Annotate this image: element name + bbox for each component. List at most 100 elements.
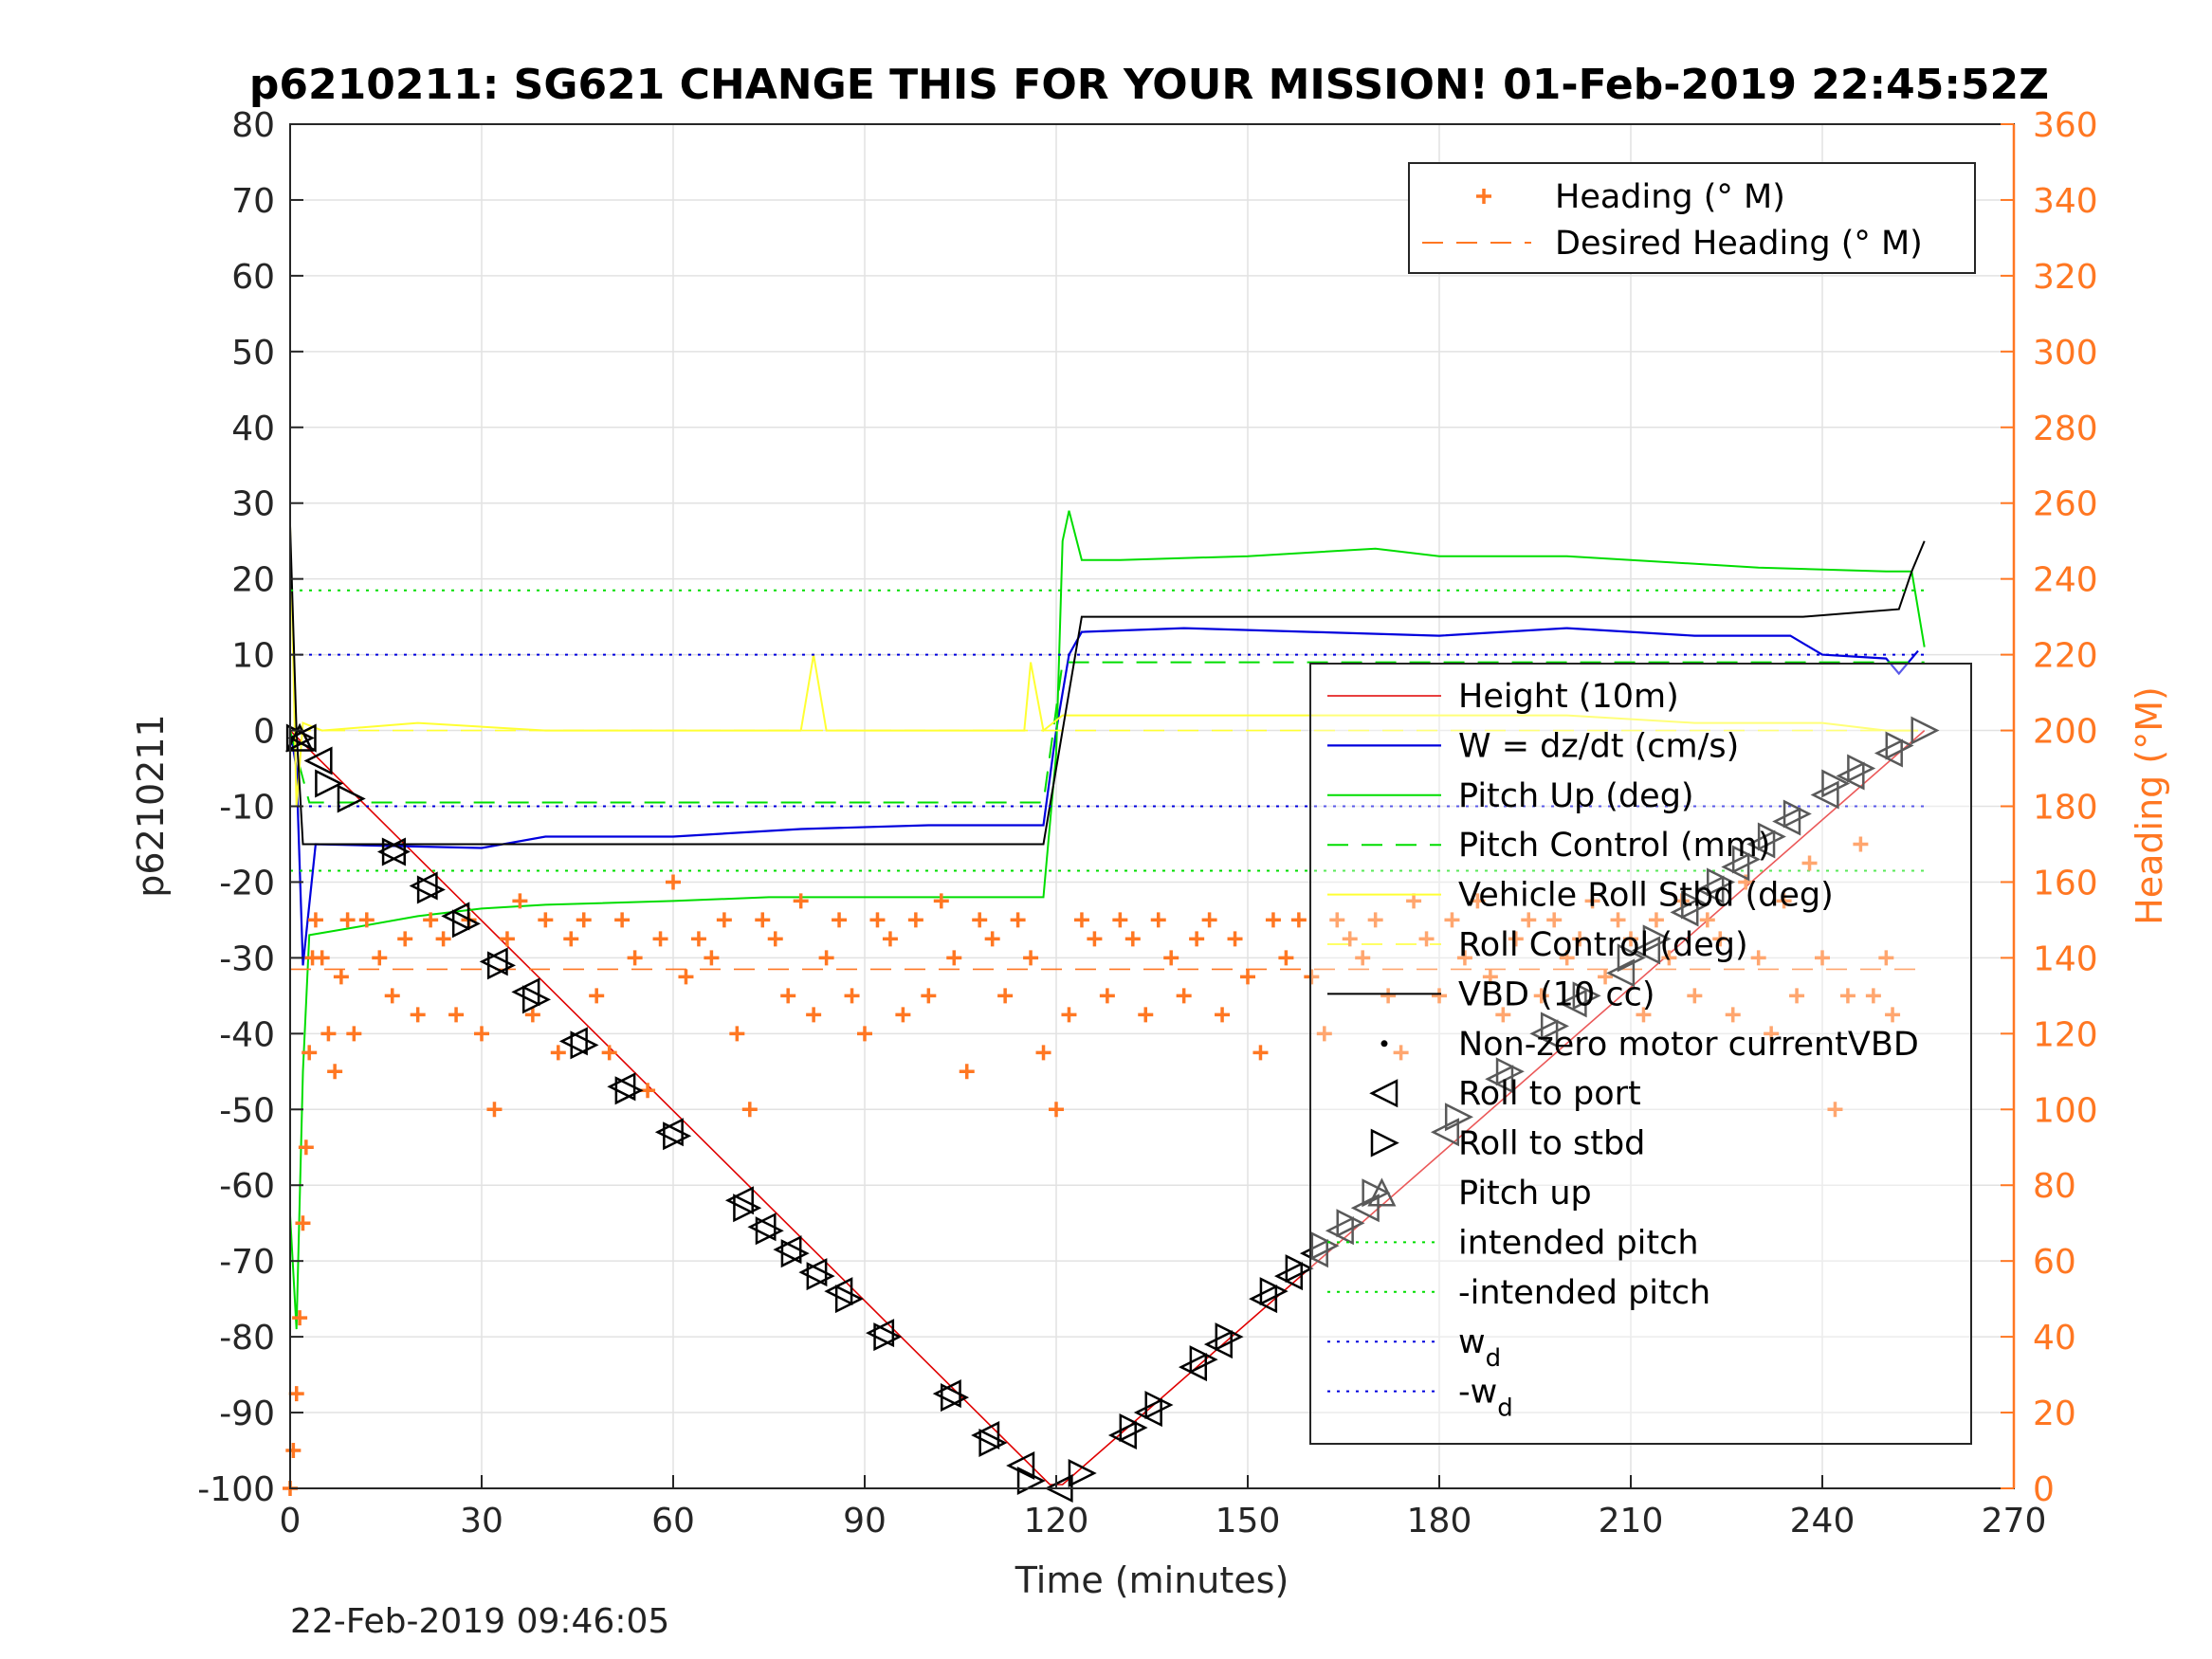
roll-to-port-marker <box>1529 1019 1559 1048</box>
heading-point <box>1163 950 1179 966</box>
roll-to-port-marker <box>409 871 438 901</box>
y2-tick-label: 240 <box>2033 561 2098 600</box>
legend-dot-symbol <box>1380 1040 1388 1048</box>
heading-point <box>704 950 720 966</box>
heading-point <box>1432 988 1447 1004</box>
legend-subscript: d <box>1486 1344 1502 1373</box>
roll-to-stbd-marker <box>521 985 552 1014</box>
heading-point <box>298 1139 314 1156</box>
heading-point <box>1189 931 1205 947</box>
roll-to-port-marker <box>1107 1421 1137 1450</box>
x-tick-label: 180 <box>1407 1502 1472 1540</box>
x-tick-label: 240 <box>1790 1502 1856 1540</box>
y2-tick-label: 140 <box>2033 939 2098 978</box>
roll-to-stbd-marker <box>733 1194 762 1223</box>
roll-to-stbd-marker <box>1782 799 1812 829</box>
x-tick-label: 120 <box>1024 1502 1089 1540</box>
heading-point <box>1444 912 1460 928</box>
y2-tick-label: 0 <box>2033 1470 2055 1509</box>
heading-point <box>589 988 605 1004</box>
roll-to-port-marker <box>1485 1065 1514 1094</box>
roll-to-port-marker <box>1273 1262 1304 1291</box>
roll-to-port-marker <box>1325 1216 1354 1246</box>
roll-to-port-marker <box>1810 780 1839 810</box>
heading-point <box>1508 931 1524 947</box>
legend-main-label: W = dz/dt (cm/s) <box>1458 727 1739 765</box>
roll-to-port-marker <box>971 1421 1000 1450</box>
heading-point <box>397 931 413 947</box>
heading-point <box>1240 969 1255 985</box>
heading-point <box>1878 950 1894 966</box>
roll-to-port-marker <box>1772 807 1801 836</box>
heading-point <box>486 1102 503 1118</box>
heading-point <box>895 1007 911 1023</box>
heading-point <box>1418 931 1435 947</box>
legend-main-label: Pitch Up (deg) <box>1458 777 1694 815</box>
roll-to-port-marker <box>724 1186 754 1215</box>
heading-point <box>1546 912 1563 928</box>
roll-to-port-marker <box>866 1319 895 1348</box>
heading-point <box>1367 912 1383 928</box>
roll-to-port-marker <box>1836 761 1865 791</box>
heading-point <box>1124 931 1141 947</box>
heading-point <box>690 931 706 947</box>
roll-to-stbd-marker <box>337 784 366 813</box>
y-tick-label: -20 <box>219 864 275 902</box>
heading-point <box>1584 893 1600 909</box>
heading-point <box>793 893 809 909</box>
y-tick-label: 0 <box>253 713 275 752</box>
heading-point <box>1073 912 1089 928</box>
y-tick-label: 50 <box>231 334 275 373</box>
heading-point <box>959 1064 975 1080</box>
heading-point <box>423 912 439 928</box>
heading-point <box>741 1102 758 1118</box>
heading-point <box>410 1007 426 1023</box>
x-tick-label: 90 <box>843 1502 887 1540</box>
heading-point <box>1393 1045 1409 1061</box>
roll-to-port-marker <box>1606 958 1636 988</box>
heading-point <box>372 950 388 966</box>
heading-point <box>1201 912 1217 928</box>
heading-point <box>1290 912 1307 928</box>
roll-to-stbd-marker <box>1681 890 1710 920</box>
heading-point <box>1035 1045 1051 1061</box>
roll-to-stbd-marker <box>1336 1209 1365 1238</box>
roll-to-stbd-marker <box>1068 1458 1097 1488</box>
roll-to-port-marker <box>1721 852 1750 882</box>
roll-to-port-marker <box>824 1277 853 1306</box>
heading-point <box>435 931 451 947</box>
heading-point <box>448 1007 465 1023</box>
roll-to-port-marker <box>1178 1353 1208 1382</box>
heading-point <box>1725 1007 1741 1023</box>
legend-main-label: Non-zero motor currentVBD <box>1458 1026 1919 1064</box>
heading-point <box>627 950 643 966</box>
heading-point <box>1150 912 1166 928</box>
heading-point <box>1010 912 1026 928</box>
roll-to-port-marker <box>479 947 508 976</box>
roll-to-port-marker <box>607 1072 636 1102</box>
legend-main-label: Pitch Control (mm) <box>1458 827 1770 865</box>
y-tick-label: -60 <box>219 1167 275 1206</box>
roll-to-stbd-marker <box>834 1285 864 1314</box>
y2-tick-label: 220 <box>2033 637 2098 676</box>
x-tick-label: 150 <box>1216 1502 1281 1540</box>
roll-to-stbd-marker <box>285 723 315 753</box>
heading-point <box>907 912 923 928</box>
heading-point <box>1648 912 1664 928</box>
heading-point <box>1776 893 1792 909</box>
heading-point <box>1099 988 1115 1004</box>
heading-point <box>1839 988 1856 1004</box>
heading-point <box>302 1045 318 1061</box>
x-tick-label: 210 <box>1599 1502 1664 1540</box>
legend-main-label: VBD (10 cc) <box>1458 975 1655 1013</box>
legend-heading-symbol <box>1476 189 1491 204</box>
legend-main-label: intended pitch <box>1458 1224 1699 1262</box>
roll-to-port-marker <box>798 1258 828 1287</box>
y2-tick-label: 60 <box>2033 1243 2076 1282</box>
heading-point <box>1176 988 1192 1004</box>
heading-point <box>946 950 962 966</box>
heading-point <box>601 1045 617 1061</box>
roll-to-port-marker <box>1006 1450 1035 1481</box>
heading-point <box>1699 912 1715 928</box>
